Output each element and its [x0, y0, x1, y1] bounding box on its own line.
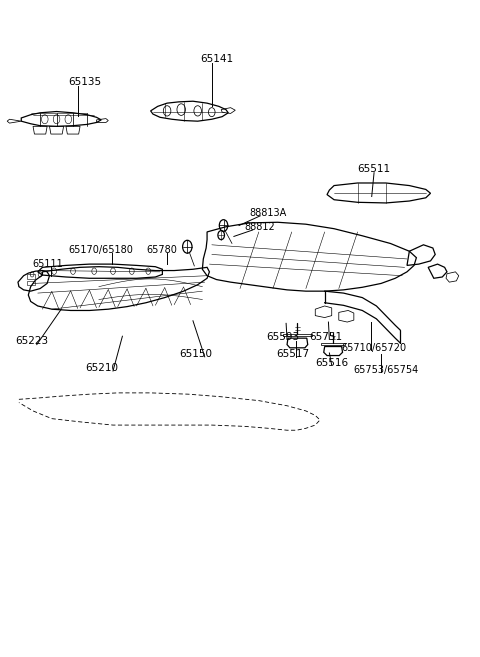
- Text: 65170/65180: 65170/65180: [68, 245, 133, 255]
- Text: 65751: 65751: [310, 332, 343, 342]
- Text: 65516: 65516: [315, 357, 348, 368]
- Text: 65710/65720: 65710/65720: [341, 343, 406, 353]
- Text: 65780: 65780: [146, 245, 177, 255]
- Text: 65210: 65210: [85, 363, 118, 373]
- Text: 65141: 65141: [200, 55, 233, 64]
- Text: 65753/65754: 65753/65754: [353, 365, 418, 375]
- Text: 88813A: 88813A: [250, 208, 287, 217]
- Text: 65150: 65150: [179, 350, 212, 359]
- Text: 65517: 65517: [276, 350, 310, 359]
- Text: 65135: 65135: [68, 77, 101, 87]
- Text: 88812: 88812: [245, 222, 276, 232]
- Text: 65223: 65223: [15, 336, 48, 346]
- Text: 65593: 65593: [266, 332, 299, 342]
- Text: 65511: 65511: [358, 164, 391, 174]
- Text: 65111: 65111: [32, 259, 63, 269]
